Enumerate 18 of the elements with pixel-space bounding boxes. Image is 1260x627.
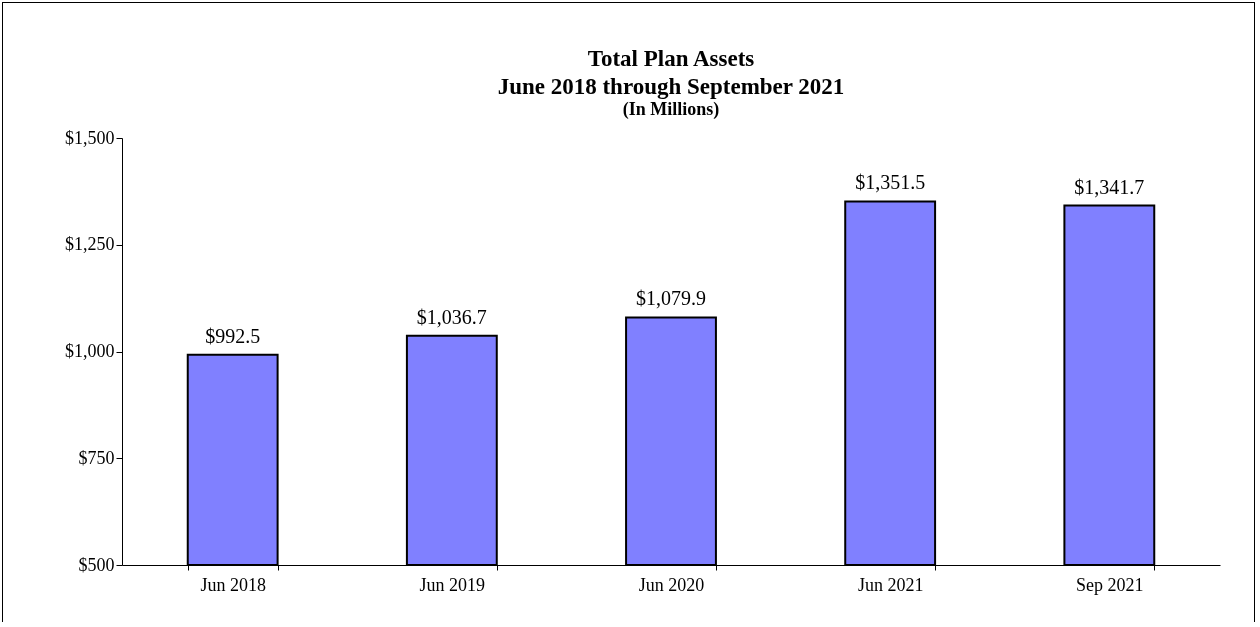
x-tick-label: Jun 2019 [419,574,486,595]
data-label: $1,036.7 [416,305,487,328]
data-label: $1,079.9 [636,287,706,310]
y-tick-label: $1,250 [65,234,115,255]
chart-subtitle: June 2018 through September 2021 [497,74,845,99]
x-tick-label: Jun 2021 [857,574,924,595]
x-tick-label: Jun 2018 [200,574,266,595]
chart-title: Total Plan Assets [587,46,755,71]
data-label: $1,351.5 [855,171,926,194]
x-tick-label: Jun 2020 [638,574,705,595]
y-tick-label: $1,000 [65,341,115,361]
x-tick-label: Sep 2021 [1076,574,1144,595]
y-tick-label: $500 [78,554,115,575]
data-label: $992.5 [205,324,261,347]
text: (In Millions) [622,99,720,120]
y-tick-label: $750 [78,447,115,468]
data-label: $1,341.7 [1074,175,1145,198]
y-tick-label: $1,500 [65,127,115,148]
